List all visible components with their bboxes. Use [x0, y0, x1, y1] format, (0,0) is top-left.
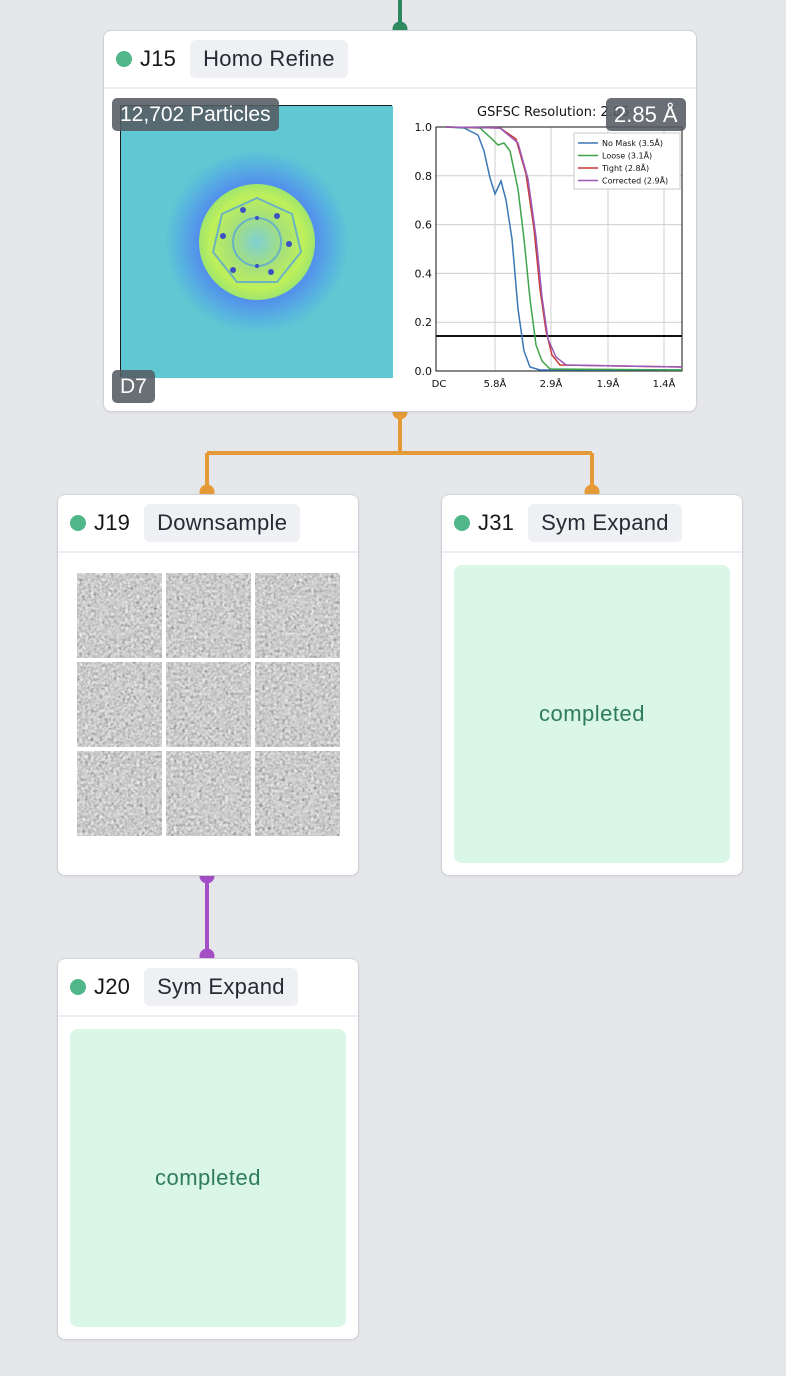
y-tick-label: 1.0: [415, 121, 433, 134]
job-type-label: Downsample: [144, 504, 301, 542]
x-tick-label: 1.9Å: [597, 377, 620, 390]
fsc-series-corrected: [445, 126, 683, 368]
y-tick-label: 0.2: [415, 316, 433, 329]
particle-thumbnail: [255, 573, 340, 658]
y-tick-label: 0.4: [415, 267, 433, 280]
job-type-label: Sym Expand: [528, 504, 682, 542]
job-card-header: J20 Sym Expand: [58, 959, 358, 1017]
job-status-label: completed: [538, 701, 645, 726]
resolution-badge: 2.85 Å: [606, 98, 686, 131]
chart-frame: [435, 126, 683, 372]
y-tick-labels: 0.0 0.2 0.4 0.6 0.8 1.0: [415, 121, 433, 378]
fsc-series-tight: [445, 126, 683, 368]
particle-thumbnail: [77, 751, 162, 836]
job-type-label: Sym Expand: [144, 968, 298, 1006]
legend-label: Loose (3.1Å): [602, 150, 652, 161]
x-tick-label: 1.4Å: [653, 377, 676, 390]
legend-label: No Mask (3.5Å): [602, 137, 663, 148]
particle-count-badge: 12,702 Particles: [112, 98, 279, 131]
x-tick-label: 2.9Å: [540, 377, 563, 390]
job-status-panel: completed: [454, 565, 730, 863]
job-card-j15[interactable]: J15 Homo Refine: [103, 30, 697, 412]
particle-thumbnail: [166, 751, 251, 836]
fsc-chart: GSFSC Resolution: 2.85 0.0 0.2 0.4 0.6 0.8 1.…: [415, 105, 683, 390]
job-type-label: Homo Refine: [190, 40, 348, 78]
job-card-header: J19 Downsample: [58, 495, 358, 553]
symmetry-badge: D7: [112, 370, 155, 403]
particle-thumbnail: [166, 662, 251, 747]
y-tick-label: 0.0: [415, 365, 433, 378]
chart-legend: No Mask (3.5Å) Loose (3.1Å)Tight (2.8Å) Co…: [573, 132, 681, 190]
x-tick-label: DC: [432, 379, 447, 390]
job-card-j31[interactable]: J31 Sym Expand completed: [441, 494, 743, 876]
particle-thumbnail: [255, 751, 340, 836]
chart-title: GSFSC Resolution: 2.85: [477, 105, 629, 120]
status-dot: [70, 979, 86, 995]
job-status-label: completed: [154, 1165, 261, 1190]
job-card-header: J15 Homo Refine: [104, 31, 696, 89]
y-tick-label: 0.6: [415, 219, 433, 232]
x-tick-label: 5.8Å: [484, 377, 507, 390]
particle-thumbnail: [77, 662, 162, 747]
status-dot: [70, 515, 86, 531]
status-dot: [454, 515, 470, 531]
job-card-j20[interactable]: J20 Sym Expand completed: [57, 958, 359, 1340]
job-card-header: J31 Sym Expand: [442, 495, 742, 553]
x-tick-labels: DC 5.8Å 2.9Å 1.9Å 1.4Å: [432, 377, 676, 390]
legend-label: Tight (2.8Å): [601, 162, 649, 173]
particle-thumbnail: [255, 662, 340, 747]
fsc-series-no-mask: [445, 126, 682, 371]
job-id: J15: [140, 46, 177, 71]
edge-j15-to-children: [205, 412, 594, 492]
particle-thumbnail: [166, 573, 251, 658]
job-id: J19: [94, 510, 131, 535]
job-id: J31: [478, 510, 515, 535]
status-dot: [116, 51, 132, 67]
job-id: J20: [94, 974, 131, 999]
job-card-j19[interactable]: J19 Downsample: [57, 494, 359, 876]
fsc-series-loose: [445, 126, 683, 371]
particle-thumbnail: [77, 573, 162, 658]
legend-label: Corrected (2.9Å): [602, 175, 668, 186]
volume-preview-image: [120, 105, 393, 378]
job-status-panel: completed: [70, 1029, 346, 1327]
y-tick-label: 0.8: [415, 170, 433, 183]
particle-preview-grid: [77, 573, 341, 837]
